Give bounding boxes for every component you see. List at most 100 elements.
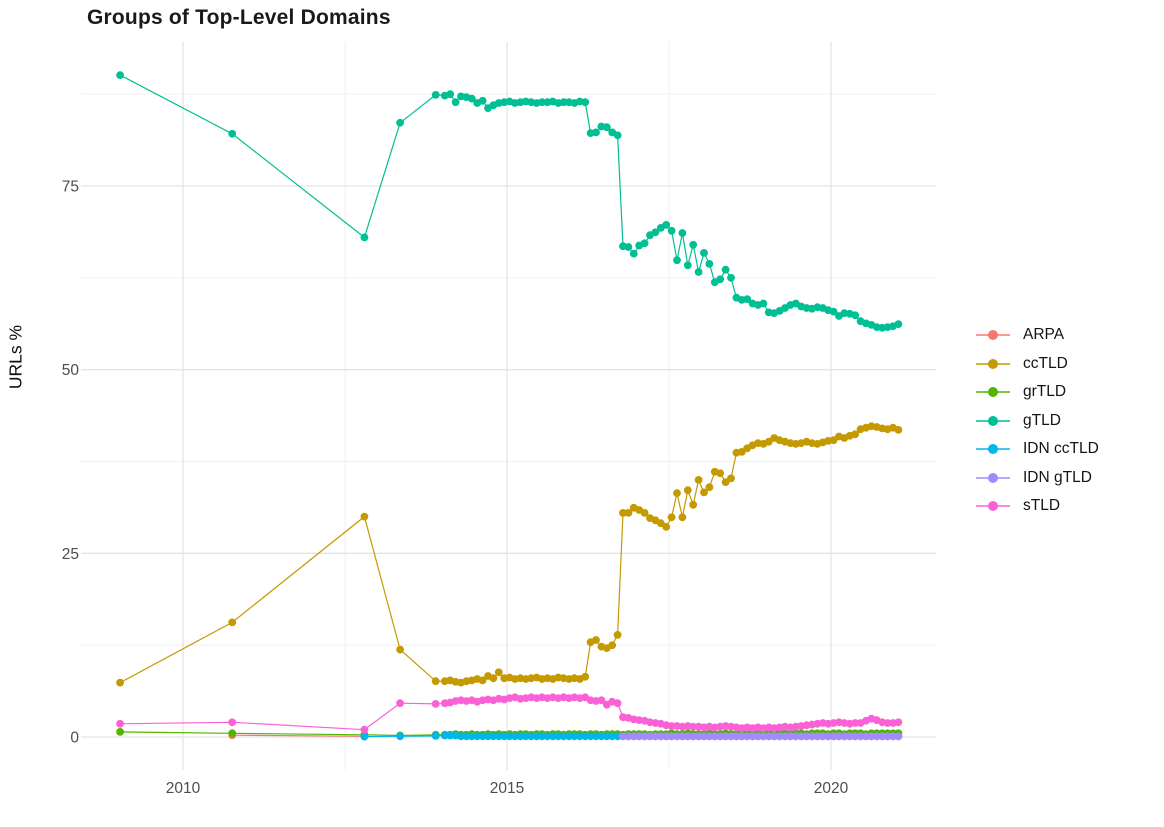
- data-point: [619, 509, 627, 517]
- data-point: [754, 732, 762, 741]
- data-point: [431, 700, 440, 708]
- series-gTLD: [116, 71, 903, 332]
- data-point: [228, 718, 237, 727]
- data-point: [894, 732, 903, 741]
- data-point: [694, 476, 703, 484]
- data-point: [116, 719, 124, 728]
- x-tick-label: 2020: [814, 780, 849, 797]
- data-point: [396, 732, 404, 741]
- data-point: [813, 732, 822, 741]
- data-point: [673, 256, 681, 265]
- data-point: [592, 732, 600, 741]
- series-ARPA: [228, 731, 369, 741]
- data-point: [894, 718, 903, 727]
- data-point: [629, 732, 638, 741]
- data-point: [602, 732, 611, 741]
- data-point: [851, 430, 860, 439]
- data-point: [360, 233, 369, 242]
- data-point: [613, 631, 622, 639]
- data-point: [575, 732, 584, 741]
- data-point: [791, 732, 800, 741]
- data-point: [743, 732, 752, 741]
- data-point: [538, 98, 546, 107]
- legend-label: ARPA: [1023, 326, 1065, 344]
- data-point: [640, 239, 649, 248]
- data-point: [592, 128, 600, 137]
- data-point: [462, 732, 471, 741]
- series-sTLD: [116, 693, 903, 734]
- data-point: [467, 732, 476, 741]
- data-point: [678, 229, 687, 237]
- data-point: [489, 732, 498, 741]
- legend-label: ccTLD: [1023, 354, 1068, 372]
- data-point: [710, 732, 719, 741]
- data-point: [716, 275, 725, 284]
- data-point: [613, 732, 622, 741]
- y-tick-label: 0: [70, 730, 79, 747]
- data-point: [559, 732, 568, 741]
- data-point: [824, 732, 833, 741]
- data-point: [721, 732, 730, 741]
- data-point: [732, 732, 741, 741]
- legend-label: sTLD: [1023, 497, 1061, 515]
- legend-label: IDN ccTLD: [1023, 440, 1099, 458]
- data-point: [570, 732, 579, 741]
- data-point: [473, 732, 482, 741]
- data-point: [802, 732, 811, 741]
- legend-item: grTLD: [976, 378, 1099, 407]
- data-point: [840, 732, 849, 741]
- data-point: [467, 94, 476, 103]
- data-point: [781, 732, 789, 741]
- data-point: [705, 483, 714, 492]
- data-point: [721, 265, 730, 274]
- data-point: [440, 731, 449, 740]
- data-point: [396, 645, 404, 654]
- data-point: [543, 732, 552, 741]
- data-point: [554, 732, 563, 741]
- data-point: [228, 729, 237, 738]
- legend-item: ccTLD: [976, 350, 1099, 379]
- data-point: [494, 668, 503, 677]
- data-point: [689, 240, 698, 249]
- data-point: [764, 732, 773, 741]
- legend-item: ARPA: [976, 321, 1099, 350]
- data-point: [646, 732, 654, 741]
- data-point: [862, 732, 870, 741]
- data-point: [705, 260, 714, 268]
- data-point: [228, 618, 237, 627]
- data-point: [592, 636, 600, 644]
- y-axis-ticks: 0 25 50 75: [62, 178, 80, 746]
- series-ccTLD: [116, 422, 903, 687]
- data-point: [835, 732, 843, 741]
- data-point: [548, 732, 557, 741]
- data-point: [521, 732, 530, 741]
- data-point: [532, 732, 541, 741]
- data-point: [451, 98, 460, 107]
- data-point: [700, 488, 708, 497]
- data-point: [581, 98, 590, 107]
- legend-label: IDN gTLD: [1023, 468, 1092, 486]
- data-point: [867, 732, 876, 741]
- data-point: [608, 641, 617, 650]
- data-point: [629, 249, 638, 258]
- data-point: [716, 732, 725, 741]
- data-point: [808, 732, 816, 741]
- legend-label: grTLD: [1023, 383, 1067, 401]
- data-point: [446, 90, 455, 99]
- data-point: [662, 221, 671, 229]
- data-point: [727, 732, 735, 741]
- data-point: [662, 732, 671, 741]
- data-point: [743, 295, 752, 303]
- data-point: [851, 732, 860, 741]
- data-point: [683, 486, 692, 495]
- data-point: [613, 699, 622, 708]
- legend-key-icon: [976, 500, 1010, 512]
- data-point: [678, 732, 687, 741]
- data-point: [667, 226, 676, 235]
- data-point: [396, 118, 404, 127]
- data-point: [431, 91, 440, 99]
- data-point: [624, 732, 633, 741]
- data-point: [478, 676, 487, 685]
- data-point: [689, 732, 698, 741]
